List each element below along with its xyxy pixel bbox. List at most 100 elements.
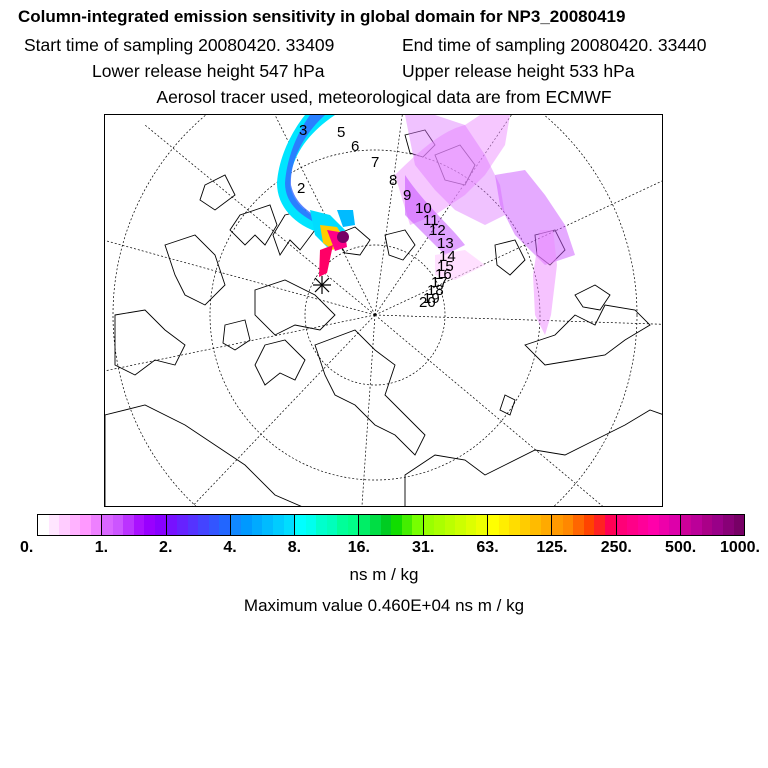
colorbar	[37, 514, 745, 536]
colorbar-cell	[723, 515, 734, 535]
coastline	[199, 174, 236, 211]
colorbar-cell	[102, 515, 113, 535]
colorbar-cell	[391, 515, 402, 535]
colorbar-cell	[712, 515, 723, 535]
colorbar-cell	[187, 515, 199, 535]
colorbar-tick-label: 31.	[412, 539, 435, 556]
trajectory-day-label: 14	[439, 248, 456, 265]
colorbar-cell	[305, 515, 317, 535]
colorbar-cell	[38, 515, 49, 535]
colorbar-cell	[326, 515, 338, 535]
sensitivity-maximum	[337, 231, 349, 243]
greenland-coast	[314, 329, 426, 456]
meridian	[374, 115, 403, 316]
colorbar-cell	[123, 515, 134, 535]
colorbar-cell	[273, 515, 284, 535]
colorbar-cell	[648, 515, 659, 535]
colorbar-cell	[198, 515, 209, 535]
start-time-label: Start time of sampling 20080420. 33409	[24, 35, 335, 55]
lower-release-label: Lower release height 547 hPa	[92, 61, 325, 81]
coastline	[229, 204, 278, 246]
colorbar-cell	[359, 515, 370, 535]
colorbar-cell	[465, 515, 477, 535]
colorbar-cell	[337, 515, 348, 535]
colorbar-cell	[166, 515, 178, 535]
max-value-label: Maximum value 0.460E+04 ns m / kg	[243, 596, 525, 615]
colorbar-cell	[48, 515, 60, 535]
trajectory-day-label: 13	[437, 235, 454, 252]
colorbar-cell	[59, 515, 70, 535]
colorbar-cell	[444, 515, 456, 535]
colorbar-tick-label: 1.	[94, 539, 109, 556]
trajectory-day-label: 5	[337, 124, 345, 141]
meridian	[274, 115, 376, 316]
colorbar-cell	[69, 515, 81, 535]
coastline	[254, 339, 306, 386]
colorbar-tick-label: 1000.	[719, 539, 760, 556]
coastline	[524, 304, 651, 366]
colorbar-tick-label: 8.	[287, 539, 302, 556]
colorbar-cell	[627, 515, 638, 535]
colorbar-cell	[530, 515, 541, 535]
sensitivity-plume	[395, 115, 510, 225]
coastline	[334, 226, 371, 256]
colorbar-cell	[401, 515, 413, 535]
coastline	[499, 394, 516, 416]
colorbar-cell	[498, 515, 510, 535]
trajectory-day-label: 9	[403, 187, 411, 204]
colorbar-cell	[519, 515, 531, 535]
star-stroke	[314, 277, 330, 293]
trajectory-day-label: 11	[423, 212, 439, 229]
trajectory-day-label: 3	[299, 122, 307, 139]
colorbar-cell	[509, 515, 520, 535]
trajectory-day-label: 18	[427, 282, 444, 299]
colorbar-ticks: 0. 1. 2. 4. 8. 16. 31. 63. 125. 250. 500. 1000.	[0, 539, 768, 559]
colorbar-tick-label: 16.	[347, 539, 370, 556]
meridian	[374, 314, 662, 325]
trajectory-day-label: 10	[415, 200, 432, 217]
colorbar-cell	[112, 515, 124, 535]
coastline	[384, 229, 416, 261]
colorbar-cell	[251, 515, 263, 535]
trajectory-day-label: 19	[423, 290, 440, 307]
colorbar-tick-label: 125.	[536, 539, 568, 556]
colorbar-cell	[562, 515, 574, 535]
colorbar-cell	[552, 515, 563, 535]
sensitivity-plume	[285, 115, 325, 225]
meridian	[361, 314, 376, 506]
colorbar-cell	[80, 515, 91, 535]
sensitivity-plume	[319, 245, 333, 277]
trajectory-day-label: 6	[351, 138, 359, 155]
coastlines	[105, 129, 662, 506]
coastline	[105, 404, 302, 506]
sensitivity-plume	[405, 175, 465, 255]
trajectory-day-label: 20	[419, 294, 436, 311]
colorbar-tick-label: 63.	[476, 539, 499, 556]
colorbar-cell	[380, 515, 392, 535]
trajectory-day-label: 12	[429, 222, 446, 239]
emission-sensitivity-field	[277, 115, 575, 335]
colorbar-cell	[691, 515, 702, 535]
colorbar-cell	[434, 515, 445, 535]
end-time-label: End time of sampling 20080420. 33440	[402, 35, 707, 55]
colorbar-cell	[604, 515, 617, 535]
latitude-circle	[112, 115, 638, 506]
units-label: ns m / kg	[349, 565, 419, 584]
colorbar-cell	[616, 515, 628, 535]
trajectory-day-label: 15	[437, 258, 454, 275]
colorbar-cell	[455, 515, 466, 535]
coastline	[114, 309, 186, 376]
colorbar-cell	[540, 515, 553, 535]
trajectory-day-label: 17	[431, 274, 448, 291]
colorbar-cell	[476, 515, 488, 535]
colorbar-cell	[347, 515, 360, 535]
colorbar-cell	[487, 515, 499, 535]
colorbar-cell	[208, 515, 220, 535]
tracer-info-label: Aerosol tracer used, meteorological data…	[156, 87, 612, 107]
colorbar-cell	[219, 515, 231, 535]
sensitivity-plume	[533, 230, 557, 335]
colorbar-cell	[658, 515, 670, 535]
colorbar-cell	[594, 515, 605, 535]
sensitivity-plume	[405, 115, 505, 225]
